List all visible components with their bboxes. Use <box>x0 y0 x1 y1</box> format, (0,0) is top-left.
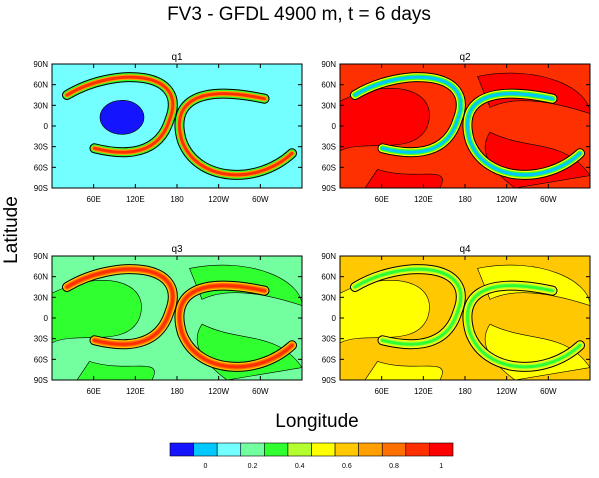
y-tick-label: 0 <box>332 122 337 131</box>
y-tick-label: 60S <box>34 163 48 172</box>
colorbar-swatch <box>264 442 289 457</box>
tracer-swirl <box>52 280 142 344</box>
colorbar-swatch <box>240 442 265 457</box>
y-tick-label: 60N <box>33 273 48 282</box>
x-tick-label: 60E <box>87 195 101 204</box>
panel-q2: q2 90N 60N 30N 0 30S 60S 90S 60E 120E 180 120W 60W <box>321 52 591 204</box>
low-value-blob <box>99 100 145 135</box>
x-tick-label: 120W <box>208 195 229 204</box>
y-tick-label: 90N <box>33 252 48 261</box>
y-tick-label: 90S <box>34 376 48 385</box>
x-tick-label: 120E <box>126 387 145 396</box>
x-tick-label: 180 <box>170 195 184 204</box>
y-tick-label: 30N <box>321 293 336 302</box>
colorbar-swatch <box>429 442 454 457</box>
x-tick-label: 120E <box>414 195 433 204</box>
field <box>340 64 590 188</box>
x-tick-label: 180 <box>458 195 472 204</box>
y-tick-label: 30N <box>33 293 48 302</box>
x-tick-label: 60E <box>87 387 101 396</box>
y-tick-label: 30N <box>321 101 336 110</box>
x-tick-label: 60E <box>375 387 389 396</box>
colorbar-swatch <box>169 442 194 457</box>
colorbar-swatch <box>334 442 359 457</box>
x-tick-label: 60W <box>540 387 557 396</box>
x-tick-label: 60W <box>252 195 269 204</box>
y-tick-label: 60N <box>321 81 336 90</box>
x-tick-label: 180 <box>458 387 472 396</box>
panel-title: q4 <box>459 244 471 255</box>
panel-q3: q3 90N 60N 30N 0 30S 60S 90S 60E 120E 180 120W 60W <box>33 244 303 396</box>
x-tick-label: 60W <box>252 387 269 396</box>
x-tick-label: 180 <box>170 387 184 396</box>
y-tick-label: 0 <box>332 314 337 323</box>
filament-core <box>353 267 463 346</box>
colorbar-swatch <box>216 442 242 457</box>
filament-core <box>465 92 582 177</box>
y-tick-label: 60S <box>322 355 336 364</box>
y-tick-label: 60S <box>34 355 48 364</box>
y-tick-label: 30S <box>34 143 48 152</box>
colorbar-label: 0.2 <box>248 463 258 470</box>
colorbar-label: 0 <box>203 463 207 470</box>
colorbar-swatch <box>193 442 218 457</box>
field <box>52 256 302 380</box>
y-tick-label: 90N <box>321 252 336 261</box>
x-tick-label: 120E <box>126 195 145 204</box>
panel-title: q3 <box>171 244 183 255</box>
colorbar-label: 0.4 <box>295 463 305 470</box>
x-tick-label: 120W <box>208 387 229 396</box>
y-tick-label: 90S <box>322 184 336 193</box>
colorbar-swatch <box>405 442 430 457</box>
panel-q1: q1 90N 60N 30N 0 30S 60S 90S 60E 120E 180 120W 60W <box>33 52 303 204</box>
x-tick-label: 120W <box>496 387 517 396</box>
y-tick-label: 90S <box>322 376 336 385</box>
filament-core <box>177 284 294 369</box>
field <box>52 64 302 188</box>
panel-q4: q4 90N 60N 30N 0 30S 60S 90S 60E 120E 180 120W 60W <box>321 244 591 396</box>
x-axis-label: Longitude <box>275 411 358 432</box>
x-tick-label: 120E <box>414 387 433 396</box>
filament-core <box>65 75 175 154</box>
filament-core <box>65 267 175 346</box>
colorbar: 0 0.2 0.4 0.6 0.8 1 <box>169 442 454 470</box>
panel-title: q1 <box>171 52 183 63</box>
y-tick-label: 90N <box>33 60 48 69</box>
filament-core <box>353 75 463 154</box>
y-tick-label: 90S <box>34 184 48 193</box>
y-tick-label: 0 <box>44 122 49 131</box>
y-tick-label: 60S <box>322 163 336 172</box>
colorbar-label: 0.6 <box>342 463 352 470</box>
tracer-swirl <box>340 88 430 152</box>
colorbar-swatch <box>381 442 407 457</box>
y-tick-label: 30S <box>322 335 336 344</box>
filament-core <box>465 284 582 369</box>
colorbar-swatch <box>358 442 383 457</box>
y-tick-label: 60N <box>321 273 336 282</box>
colorbar-swatch <box>311 442 336 457</box>
x-tick-label: 60E <box>375 195 389 204</box>
figure-title: FV3 - GFDL 4900 m, t = 6 days <box>167 4 431 25</box>
y-tick-label: 30S <box>322 143 336 152</box>
y-tick-label: 90N <box>321 60 336 69</box>
tracer-swirl <box>340 280 430 344</box>
field <box>340 256 590 380</box>
x-tick-label: 60W <box>540 195 557 204</box>
filament-core <box>177 92 294 177</box>
colorbar-label: 1 <box>439 463 443 470</box>
y-tick-label: 30N <box>33 101 48 110</box>
x-tick-label: 120W <box>496 195 517 204</box>
y-tick-label: 60N <box>33 81 48 90</box>
panel-title: q2 <box>459 52 471 63</box>
y-tick-label: 0 <box>44 314 49 323</box>
colorbar-label: 0.8 <box>389 463 399 470</box>
y-tick-label: 30S <box>34 335 48 344</box>
colorbar-swatch <box>287 442 312 457</box>
y-axis-label: Latitude <box>1 196 22 264</box>
